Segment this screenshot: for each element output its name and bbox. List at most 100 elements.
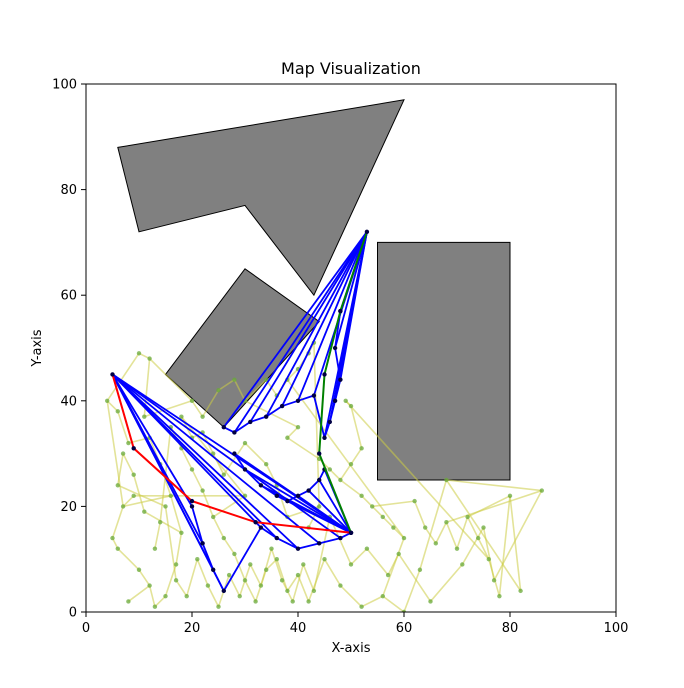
- tree-node: [338, 583, 343, 588]
- tree-edge: [148, 585, 156, 607]
- tree-node: [279, 578, 285, 583]
- y-tick-label: 80: [60, 183, 77, 198]
- tree-node: [115, 483, 121, 488]
- tree-edge: [170, 495, 183, 534]
- tree-edge: [339, 479, 363, 497]
- tree-node: [136, 567, 142, 572]
- robot-link-upper: [265, 231, 368, 418]
- tree-edge: [350, 405, 363, 449]
- tree-node: [269, 546, 274, 551]
- robot-link-upper: [233, 231, 368, 433]
- tree-node: [444, 477, 449, 483]
- tree-node: [428, 599, 433, 604]
- y-tick-label: 40: [60, 394, 77, 409]
- tree-node: [226, 572, 232, 578]
- tree-edge: [493, 490, 543, 581]
- robot-joint-upper: [338, 377, 343, 382]
- tree-edge: [286, 426, 299, 439]
- tree-edge: [111, 506, 124, 539]
- tree-node: [115, 546, 121, 551]
- robot-joint-upper: [327, 419, 332, 425]
- y-axis-ticks: 0 20 40 60 80 100: [52, 78, 86, 621]
- tree-edge: [482, 527, 495, 581]
- tree-node: [242, 440, 248, 446]
- tree-node: [205, 583, 211, 588]
- path-layer: [110, 229, 370, 535]
- tree-node: [348, 461, 354, 467]
- tree-edge: [132, 474, 146, 512]
- path-waypoint: [253, 520, 258, 525]
- robot-link-connector-upper: [334, 379, 342, 402]
- tree-node: [131, 472, 136, 477]
- robot-link-connector-upper: [250, 415, 267, 423]
- robot-link-connector-upper: [265, 405, 283, 418]
- path-waypoint: [322, 372, 327, 377]
- tree-node: [195, 557, 200, 562]
- tree-edge: [149, 357, 193, 402]
- obstacle-tilted-rectangle: [164, 268, 320, 428]
- x-tick-label: 20: [184, 621, 201, 636]
- robot-link-lower: [111, 373, 320, 545]
- tree-node: [396, 551, 401, 557]
- robot-links-layer: [111, 231, 368, 594]
- tree-node: [423, 525, 428, 530]
- tree-edge: [339, 463, 352, 481]
- tree-node: [285, 588, 290, 594]
- tree-edge: [180, 447, 193, 470]
- robot-link-connector-lower: [318, 537, 341, 545]
- obstacles-layer: [117, 99, 511, 481]
- tree-node: [306, 599, 311, 604]
- robot-joint-upper: [232, 430, 237, 435]
- tree-node: [401, 535, 407, 541]
- obstacle-arrow-polygon: [117, 99, 405, 297]
- robot-link-mid: [244, 468, 352, 534]
- tree-edge: [398, 553, 432, 602]
- tree-node: [497, 593, 502, 599]
- tree-edge: [435, 521, 448, 544]
- tree-node: [507, 493, 513, 499]
- robot-link-mid: [297, 495, 352, 534]
- robot-joint-lower: [317, 541, 322, 546]
- path-waypoint: [317, 451, 322, 456]
- tree-node: [163, 593, 168, 599]
- tree-node: [147, 583, 152, 588]
- tree-node: [168, 493, 173, 499]
- tree-node: [248, 562, 253, 567]
- tree-node: [295, 425, 301, 430]
- robot-joint-lower: [189, 504, 195, 509]
- robot-link-upper: [249, 231, 368, 423]
- robot-link-connector-upper: [281, 399, 299, 407]
- y-axis-label: Y-axis: [30, 329, 45, 367]
- path-waypoint: [131, 446, 136, 451]
- tree-node: [258, 583, 264, 588]
- tree-node: [221, 535, 226, 541]
- robot-joint-lower: [200, 541, 205, 546]
- tree-node: [147, 356, 152, 361]
- robot-joint-upper: [279, 403, 285, 409]
- robot-joint-mid: [295, 493, 301, 499]
- tree-edge: [509, 495, 522, 591]
- tree-edge: [419, 479, 448, 570]
- tree-edge: [223, 537, 236, 555]
- y-tick-label: 0: [69, 606, 77, 621]
- tree-node: [221, 472, 226, 477]
- tree-node: [126, 599, 131, 604]
- robot-joint-upper: [332, 398, 338, 403]
- robot-link-upper: [334, 231, 368, 349]
- x-tick-label: 80: [502, 621, 519, 636]
- tree-edge: [461, 527, 485, 565]
- robot-link-lower: [111, 373, 225, 592]
- tree-edge: [212, 516, 225, 539]
- tree-edge: [276, 485, 289, 518]
- tree-edge: [127, 584, 151, 603]
- tree-node: [115, 409, 121, 414]
- tree-edge: [350, 548, 368, 566]
- tree-node: [253, 599, 258, 604]
- robot-link-upper: [339, 231, 368, 380]
- tree-node: [120, 451, 126, 456]
- tree-edge: [329, 468, 341, 481]
- tree-edge: [445, 521, 458, 549]
- tree-node: [216, 388, 221, 393]
- tree-node: [264, 377, 269, 382]
- tree-edge: [244, 442, 267, 465]
